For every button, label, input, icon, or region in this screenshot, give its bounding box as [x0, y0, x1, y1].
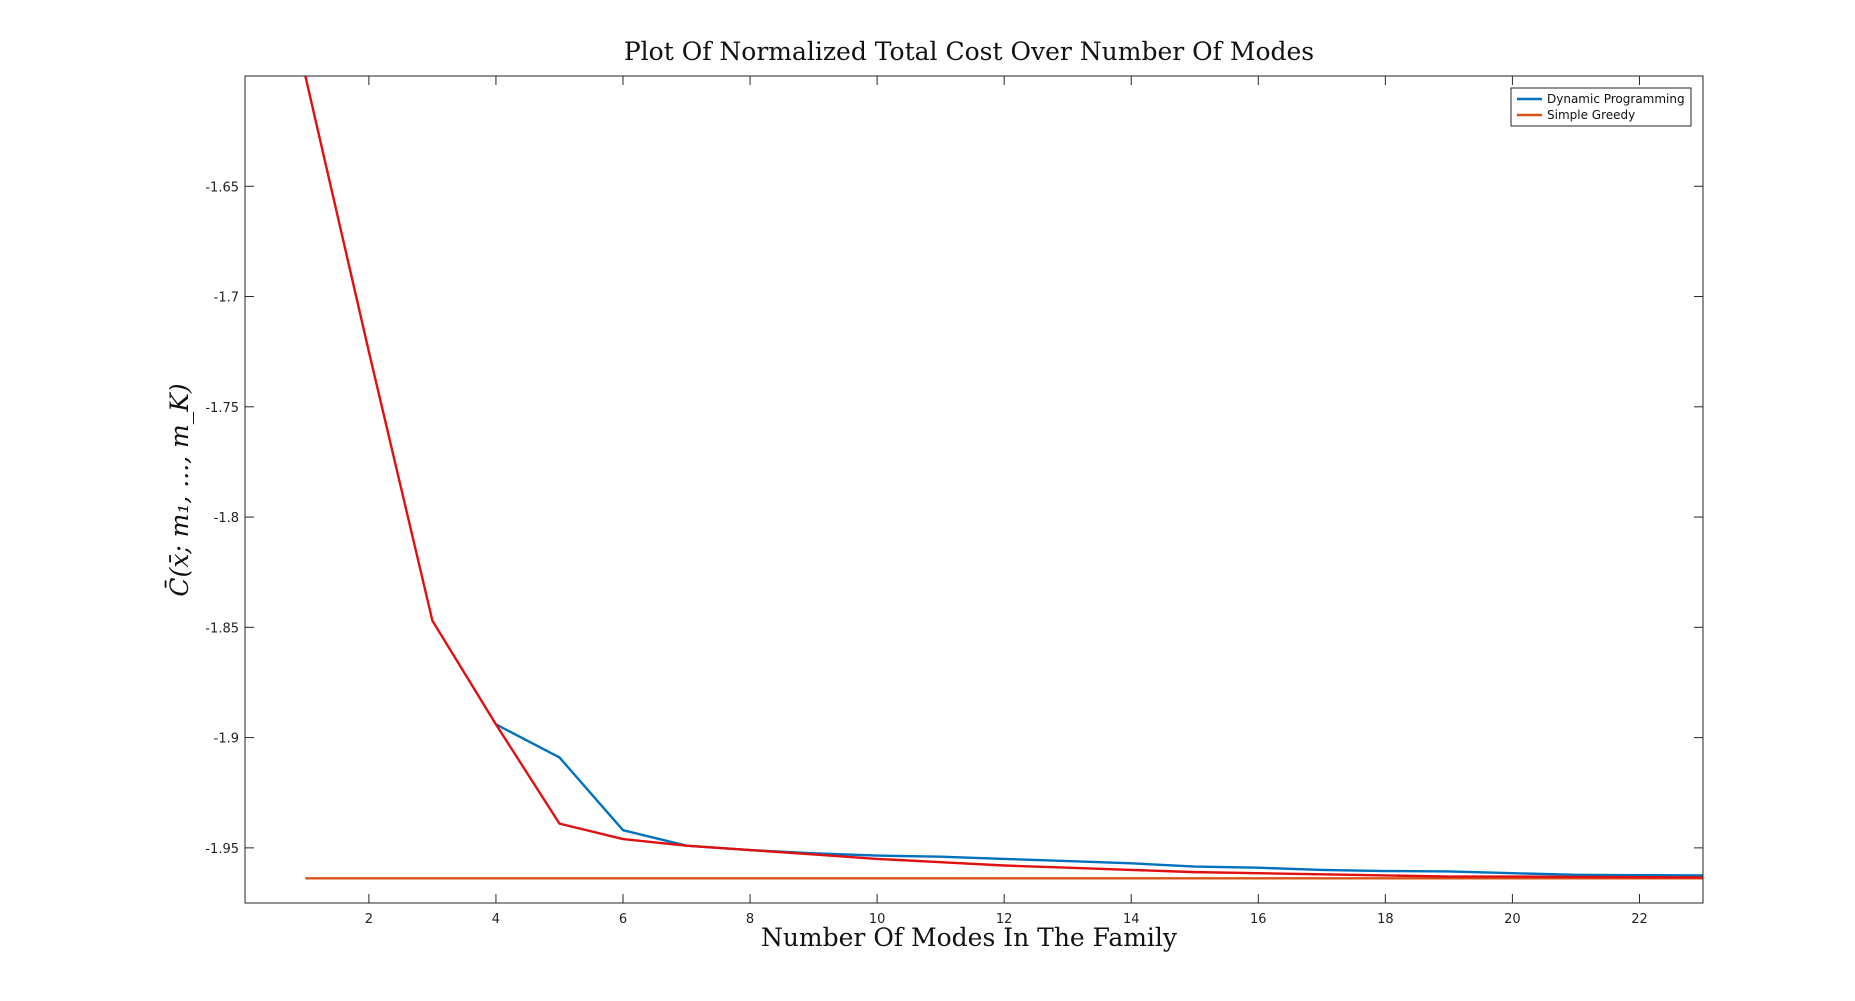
x-tick-label: 8: [746, 912, 754, 927]
legend-label-dynamic-programming: Dynamic Programming: [1547, 92, 1685, 106]
y-tick-label: -1.65: [205, 180, 239, 195]
x-tick-label: 12: [996, 912, 1013, 927]
axes-box: [244, 75, 1704, 904]
x-tick-label: 14: [1123, 912, 1140, 927]
y-tick-label: -1.85: [205, 621, 239, 636]
x-axis-label: Number Of Modes In The Family: [761, 923, 1178, 952]
x-tick-label: 16: [1250, 912, 1267, 927]
x-tick-label: 2: [365, 912, 373, 927]
legend-label-simple-greedy: Simple Greedy: [1547, 108, 1635, 122]
ticks-layer: 2 4 6 8 10 12 14 16 18 20 22 -1.95 -1.9 -1.85 -1.8 -1.7…: [205, 76, 1703, 927]
y-tick-label: -1.75: [205, 401, 239, 416]
series-layer: [304, 76, 1703, 880]
axes-layer: [244, 75, 1704, 904]
series-line-unlabeled-3: [304, 76, 1703, 879]
x-tick-label: 18: [1377, 912, 1394, 927]
legend-box: [1510, 87, 1692, 127]
y-axis-label: C̄(x̄; m₁, ..., m_K): [165, 383, 194, 596]
x-tick-label: 20: [1504, 912, 1521, 927]
legend: Dynamic Programming Simple Greedy: [1510, 87, 1692, 127]
y-tick-label: -1.8: [214, 511, 239, 526]
chart-title: Plot Of Normalized Total Cost Over Numbe…: [624, 37, 1314, 66]
x-tick-label: 4: [492, 912, 500, 927]
plot-background: [245, 76, 1703, 903]
x-tick-label: 10: [869, 912, 886, 927]
y-tick-label: -1.7: [214, 291, 239, 306]
y-tick-label: -1.9: [214, 732, 239, 747]
x-tick-label: 6: [619, 912, 627, 927]
plot-area: [245, 76, 1703, 903]
y-tick-label: -1.95: [205, 842, 239, 857]
x-tick-label: 22: [1631, 912, 1648, 927]
